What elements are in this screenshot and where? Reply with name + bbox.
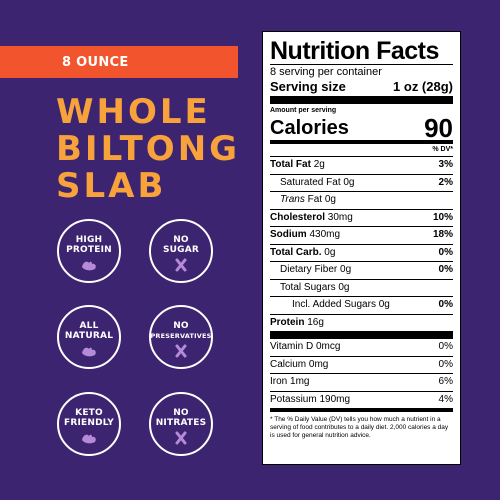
badge-no-preservatives: NO PRESERVATIVES bbox=[149, 305, 213, 369]
badge-label: ALL NATURAL bbox=[64, 321, 114, 341]
row-calcium: Calcium 0mg 0% bbox=[270, 358, 453, 370]
badge-high-protein: HIGH PROTEIN bbox=[57, 219, 121, 283]
badge-label: KETO FRIENDLY bbox=[63, 408, 115, 428]
row-potassium: Potassium 190mg 4% bbox=[270, 393, 453, 405]
calories-row: Calories 90 bbox=[270, 113, 453, 143]
x-icon bbox=[175, 344, 187, 358]
title-line-3: SLAB bbox=[56, 166, 167, 206]
serving-size: Serving size 1 oz (28g) bbox=[270, 79, 453, 94]
product-title: WHOLE BILTONG SLAB bbox=[56, 94, 240, 205]
muscle-icon bbox=[82, 434, 96, 444]
row-sodium: Sodium 430mg 18% bbox=[270, 229, 453, 240]
row-vitamin-d: Vitamin D 0mcg 0% bbox=[270, 341, 453, 352]
x-icon bbox=[175, 431, 187, 445]
muscle-icon bbox=[82, 261, 96, 271]
dv-header: % DV* bbox=[432, 146, 453, 153]
row-cholesterol: Cholesterol 30mg 10% bbox=[270, 211, 453, 223]
x-icon bbox=[175, 258, 187, 272]
servings-per-container: 8 serving per container bbox=[270, 66, 382, 78]
row-trans-fat: Trans Fat 0g bbox=[280, 194, 336, 205]
badge-no-sugar: NO SUGAR bbox=[149, 219, 213, 283]
row-iron: Iron 1mg 6% bbox=[270, 376, 453, 387]
badge-all-natural: ALL NATURAL bbox=[57, 305, 121, 369]
row-protein: Protein 16g bbox=[270, 316, 324, 328]
row-total-sugars: Total Sugars 0g bbox=[280, 281, 350, 293]
badge-keto-friendly: KETO FRIENDLY bbox=[57, 392, 121, 456]
row-total-carb: Total Carb. 0g 0% bbox=[270, 246, 453, 258]
badge-label: NO NITRATES bbox=[155, 408, 207, 428]
row-total-fat: Total Fat 2g 3% bbox=[270, 159, 453, 170]
footnote: * The % Daily Value (DV) tells you how m… bbox=[270, 416, 449, 439]
badge-label: HIGH PROTEIN bbox=[66, 235, 112, 255]
row-saturated-fat: Saturated Fat 0g 2% bbox=[280, 176, 453, 188]
amount-per-serving: Amount per serving bbox=[270, 107, 337, 114]
nutrition-facts-panel: Nutrition Facts 8 serving per container … bbox=[262, 31, 461, 465]
row-dietary-fiber: Dietary Fiber 0g 0% bbox=[280, 264, 453, 275]
title-line-2: BILTONG bbox=[56, 129, 241, 169]
size-banner: 8 OUNCE bbox=[0, 46, 238, 78]
muscle-icon bbox=[82, 347, 96, 357]
badge-label: NO PRESERVATIVES bbox=[150, 321, 212, 340]
title-line-1: WHOLE bbox=[56, 92, 211, 132]
nutrition-title: Nutrition Facts bbox=[270, 37, 439, 65]
badge-label: NO SUGAR bbox=[162, 235, 200, 255]
badge-no-nitrates: NO NITRATES bbox=[149, 392, 213, 456]
row-added-sugars: Incl. Added Sugars 0g 0% bbox=[292, 299, 453, 310]
